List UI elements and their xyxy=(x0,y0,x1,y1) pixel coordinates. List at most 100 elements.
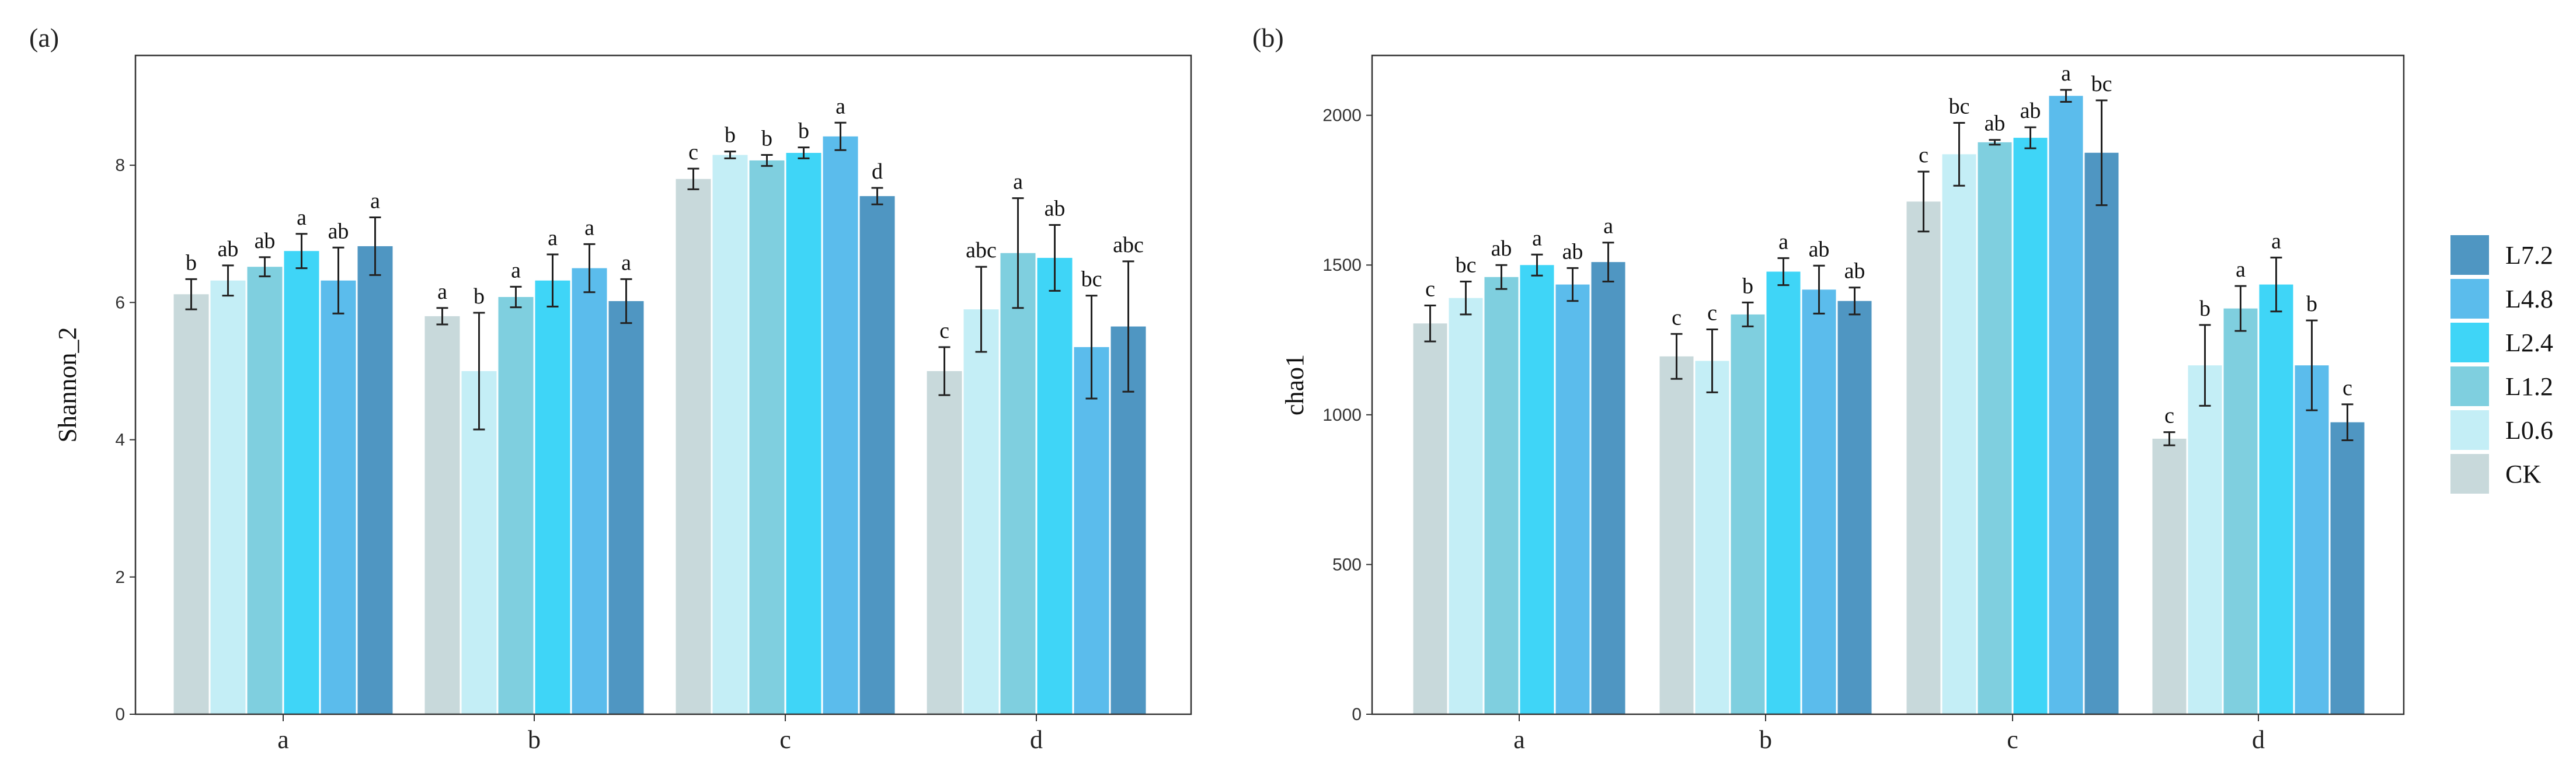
bar xyxy=(749,160,785,714)
significance-label: b xyxy=(725,123,736,148)
bar xyxy=(823,136,858,714)
bar xyxy=(1802,289,1836,714)
significance-label: ab xyxy=(1491,236,1512,261)
bar xyxy=(498,296,534,714)
bar xyxy=(2013,138,2048,714)
y-tick-label: 0 xyxy=(1352,705,1362,724)
legend-label: L0.6 xyxy=(2505,416,2553,445)
bar xyxy=(2259,284,2293,714)
y-tick-label: 6 xyxy=(115,293,125,312)
x-tick-label: b xyxy=(1759,725,1772,754)
significance-label: c xyxy=(2164,404,2174,428)
significance-label: b xyxy=(761,127,772,151)
bar xyxy=(2223,308,2258,714)
bar xyxy=(424,316,460,714)
significance-label: b xyxy=(2306,292,2317,316)
bar xyxy=(357,246,393,714)
plot-frame xyxy=(134,54,1192,715)
y-tick-label: 1500 xyxy=(1322,256,1362,275)
legend-swatch xyxy=(2450,366,2489,406)
significance-label: ab xyxy=(1562,239,1583,264)
significance-label: ab xyxy=(328,219,349,243)
bar xyxy=(1942,154,1976,715)
bar xyxy=(1591,262,1625,714)
x-tick-label: c xyxy=(2007,725,2018,754)
significance-label: c xyxy=(939,319,949,343)
bar xyxy=(927,371,962,714)
bar xyxy=(2188,365,2222,714)
significance-label: a xyxy=(836,94,845,118)
legend-swatch xyxy=(2450,454,2489,494)
significance-label: b xyxy=(1742,274,1753,298)
significance-label: a xyxy=(297,205,307,230)
bar xyxy=(1837,301,1872,714)
significance-label: a xyxy=(1013,170,1023,194)
bar xyxy=(247,267,283,714)
bar xyxy=(608,301,644,714)
significance-label: b xyxy=(2199,296,2211,321)
bar xyxy=(859,196,895,715)
significance-label: ab xyxy=(2020,99,2041,123)
legend-label: L4.8 xyxy=(2505,285,2553,313)
bar xyxy=(1520,265,1554,714)
bar xyxy=(2295,365,2329,714)
legend-label: L1.2 xyxy=(2505,372,2553,401)
y-tick-label: 0 xyxy=(115,705,125,724)
significance-label: a xyxy=(584,215,594,240)
x-tick-label: a xyxy=(1513,725,1525,754)
x-tick-label: a xyxy=(277,725,289,754)
x-tick-label: c xyxy=(779,725,791,754)
significance-label: a xyxy=(437,280,447,304)
bar xyxy=(1449,298,1483,715)
panel-label: (a) xyxy=(29,23,59,53)
bar xyxy=(1074,347,1109,714)
significance-label: ab xyxy=(1844,259,1865,284)
legend-label: L7.2 xyxy=(2505,241,2553,270)
legend-swatch xyxy=(2450,279,2489,319)
bar xyxy=(963,309,999,714)
significance-label: b xyxy=(798,119,809,144)
significance-label: c xyxy=(1672,305,1682,330)
significance-label: c xyxy=(688,140,698,165)
legend-label: L2.4 xyxy=(2505,329,2553,357)
significance-label: bc xyxy=(1456,253,1477,277)
significance-label: a xyxy=(1532,226,1542,250)
bar xyxy=(712,155,748,715)
y-tick-label: 2000 xyxy=(1322,106,1362,125)
significance-label: bc xyxy=(1949,94,1970,118)
bar xyxy=(1037,257,1073,715)
significance-label: a xyxy=(2236,257,2246,282)
panel-label: (b) xyxy=(1252,23,1284,53)
significance-label: ab xyxy=(218,237,239,261)
significance-label: b xyxy=(474,284,485,309)
y-axis-title: chao1 xyxy=(1280,354,1309,415)
bar xyxy=(284,251,319,714)
significance-label: ab xyxy=(1045,196,1066,221)
significance-label: ab xyxy=(1985,111,2006,136)
significance-label: c xyxy=(1919,143,1928,167)
bar xyxy=(1484,277,1519,715)
bar xyxy=(2084,152,2119,715)
significance-label: ab xyxy=(1809,237,1830,261)
legend-label: CK xyxy=(2505,460,2541,488)
significance-label: a xyxy=(2061,61,2071,86)
legend-swatch xyxy=(2450,235,2489,275)
significance-label: bc xyxy=(2091,72,2112,96)
significance-label: a xyxy=(511,258,521,282)
bar xyxy=(572,268,607,715)
bar xyxy=(1766,271,1801,714)
bar xyxy=(321,280,356,714)
significance-label: a xyxy=(1778,229,1788,254)
y-tick-label: 4 xyxy=(115,431,125,450)
x-tick-label: d xyxy=(2252,725,2265,754)
significance-label: b xyxy=(186,250,197,275)
bar xyxy=(1413,323,1447,714)
plot-frame xyxy=(1371,54,2405,715)
chart-legend: L7.2 L4.8 L2.4 L1.2 L0.6 CK xyxy=(2450,235,2553,494)
significance-label: abc xyxy=(966,238,997,263)
bar xyxy=(2049,96,2083,714)
significance-label: a xyxy=(1603,214,1613,239)
